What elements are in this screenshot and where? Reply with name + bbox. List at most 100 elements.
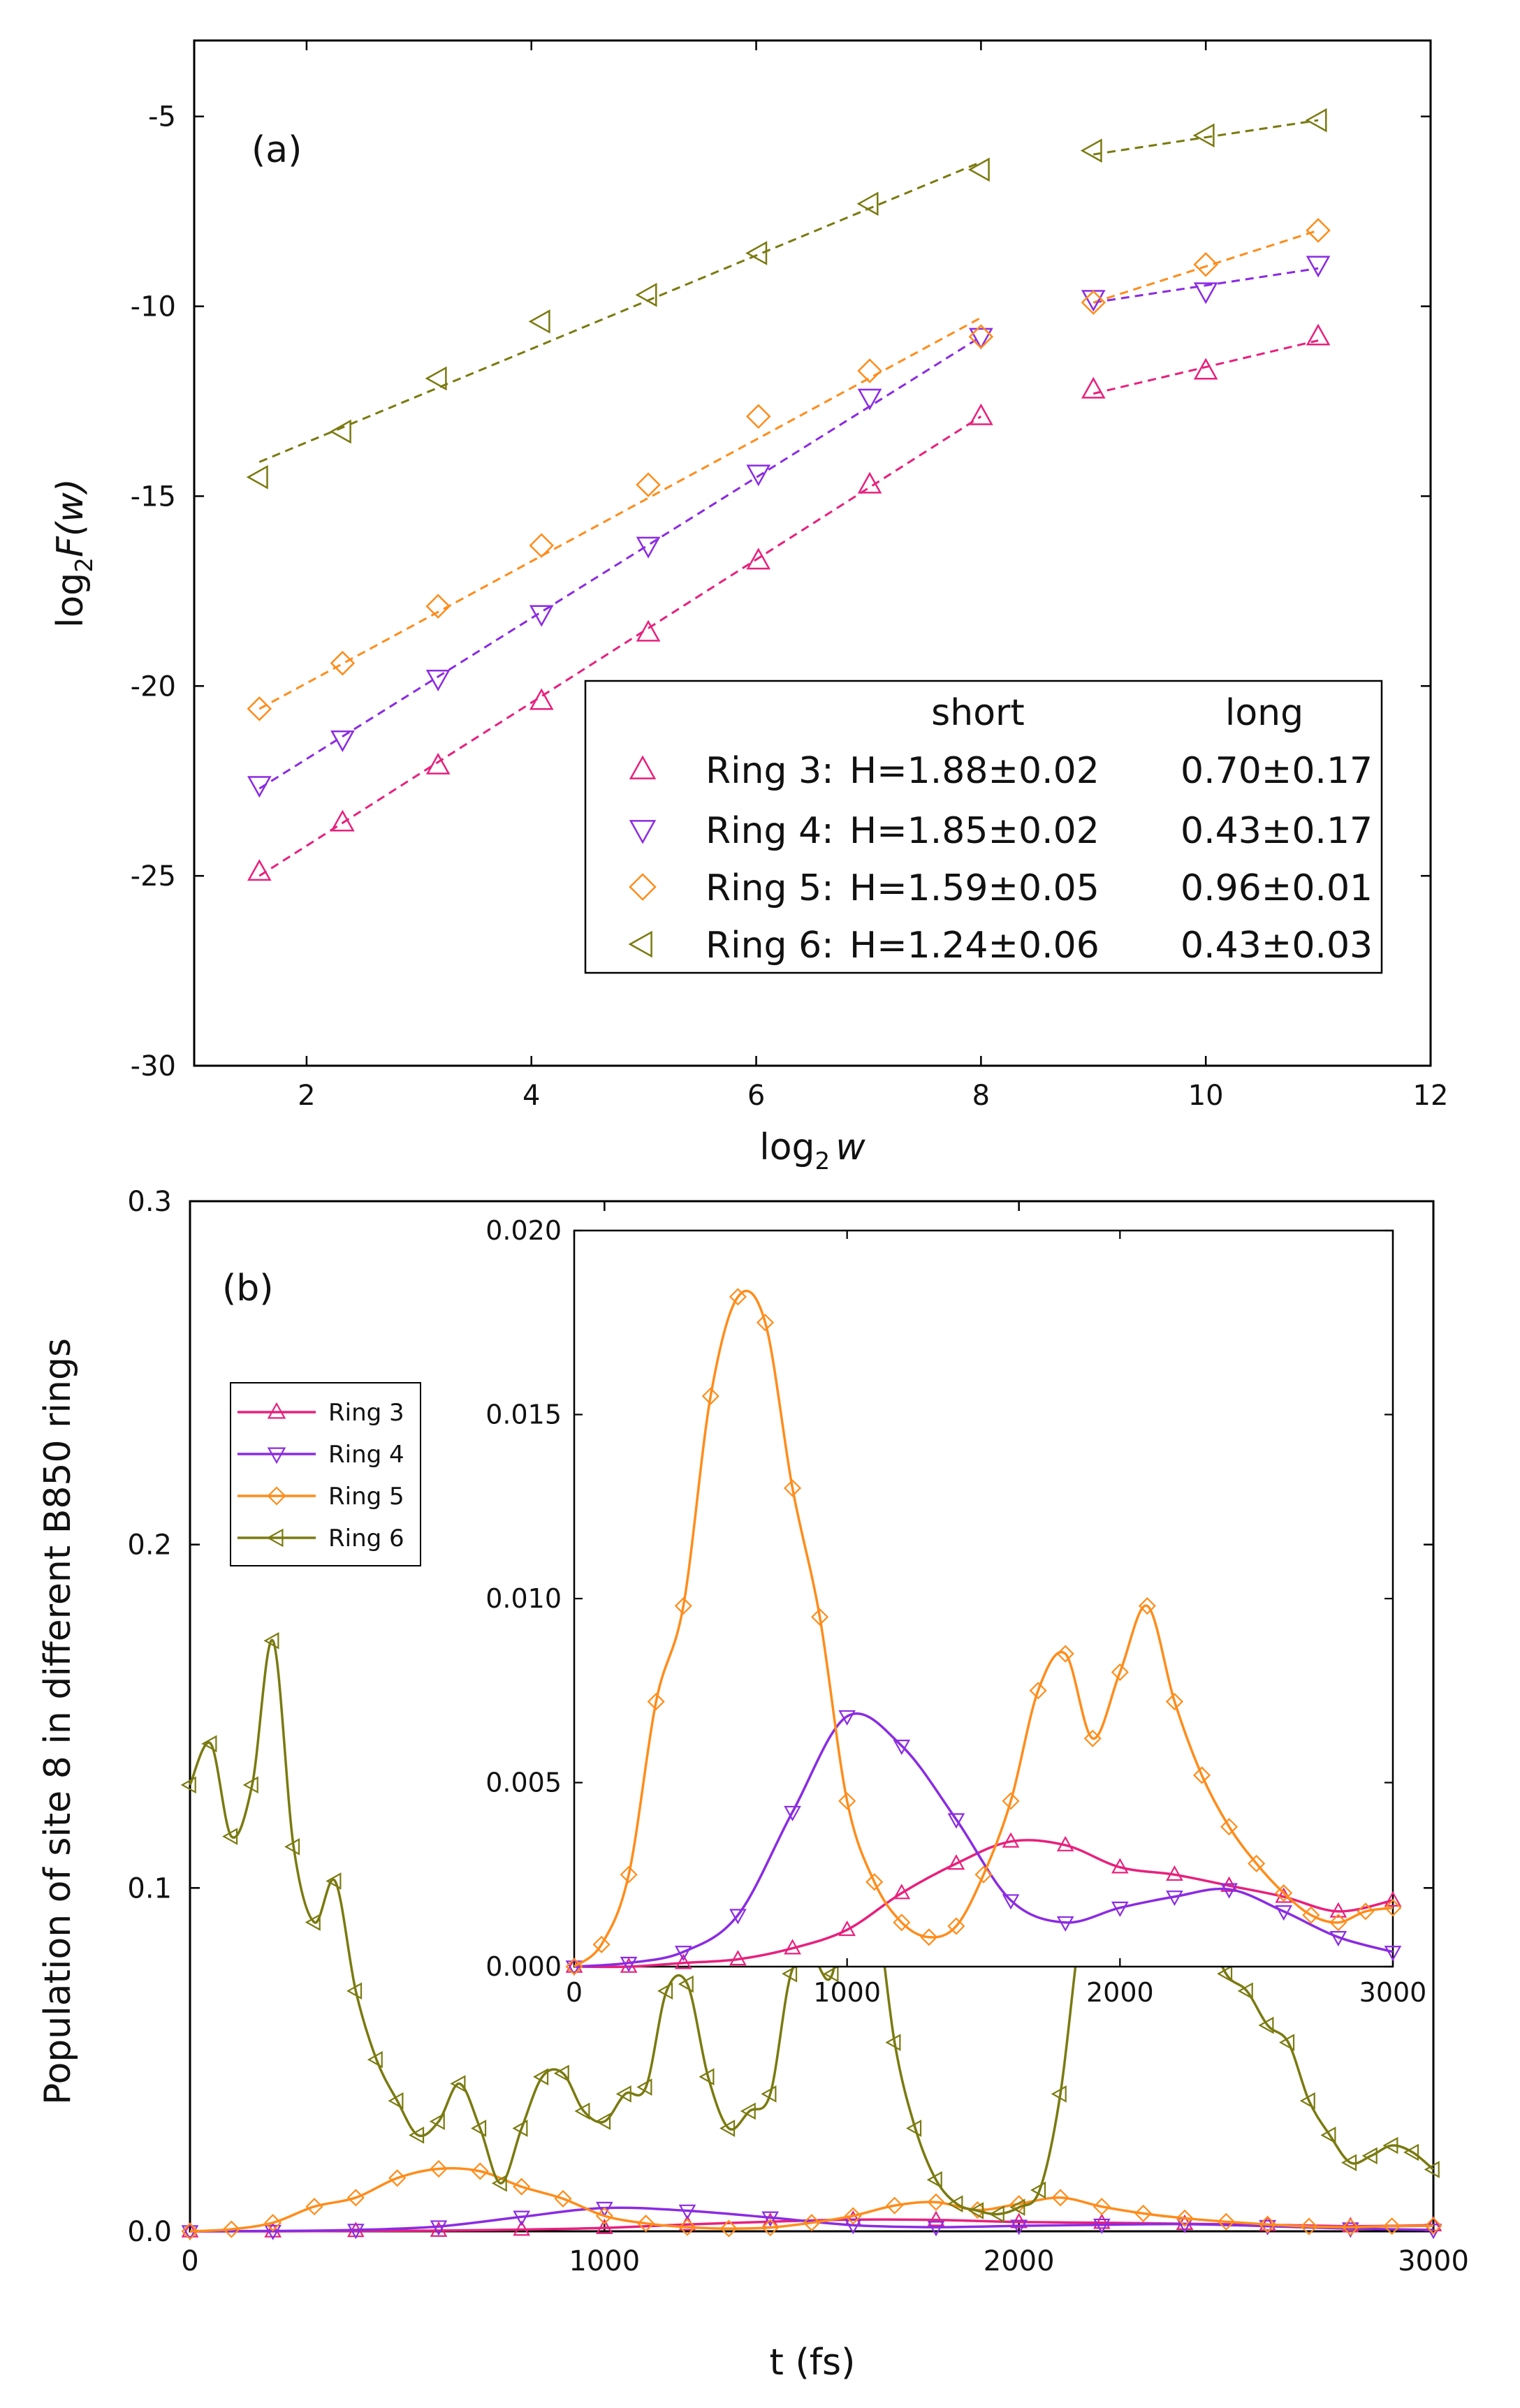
data-point-ring-6	[947, 2195, 963, 2212]
data-point-ring-6	[180, 1776, 196, 1794]
data-point-ring-5	[513, 2178, 531, 2196]
data-point-ring-5	[1306, 218, 1331, 243]
x-tick-label: 3000	[1398, 2245, 1469, 2277]
x-tick-label: 0	[181, 2245, 198, 2277]
data-point-ring-6	[988, 2205, 1004, 2223]
data-point-ring-3	[1342, 2217, 1359, 2233]
data-point-ring-3	[893, 1884, 911, 1900]
data-point-ring-3	[636, 619, 661, 642]
data-point-ring-5	[1220, 1818, 1238, 1836]
x-tick-label: 1000	[569, 2245, 640, 2277]
data-point-ring-4	[620, 1956, 638, 1972]
data-point-ring-5	[857, 358, 882, 383]
data-point-ring-5	[1192, 1766, 1211, 1784]
data-point-ring-6	[512, 2120, 528, 2137]
data-point-ring-5	[865, 1873, 884, 1891]
data-point-ring-6	[745, 241, 768, 265]
data-point-ring-5	[783, 1479, 802, 1497]
data-point-ring-5	[388, 2169, 407, 2187]
data-point-ring-5	[674, 1596, 692, 1615]
data-point-ring-6	[595, 2113, 611, 2130]
data-point-ring-3	[1081, 376, 1106, 399]
data-point-ring-6	[528, 309, 550, 334]
data-point-ring-5	[222, 2220, 240, 2238]
data-point-ring-5	[1424, 2217, 1442, 2235]
data-point-ring-6	[1258, 2016, 1274, 2034]
data-point-ring-3	[927, 2210, 945, 2226]
inset-y-tick-label: 0.015	[485, 1400, 562, 1430]
fit-line-short-ring-5	[258, 316, 982, 710]
data-point-ring-5	[729, 1288, 747, 1306]
data-point-ring-5	[838, 1792, 856, 1810]
data-point-ring-6	[615, 2085, 631, 2103]
data-point-ring-6	[1341, 2154, 1357, 2171]
data-point-ring-5	[305, 2198, 323, 2216]
data-point-ring-5	[647, 1693, 665, 1711]
data-point-ring-5	[719, 2219, 738, 2238]
data-point-ring-3	[247, 859, 272, 881]
inset-y-tick-label: 0.005	[485, 1768, 562, 1798]
legend-symbol-ring-3	[629, 755, 657, 779]
series-line-ring-5	[573, 1289, 1394, 1968]
legend-row-ring-5: Ring 5: H=1.59±0.05 0.96±0.01	[629, 867, 1373, 909]
data-point-ring-4	[425, 669, 451, 691]
inset-frame	[573, 1229, 1394, 1968]
panel-a-frame	[193, 39, 1432, 1067]
data-point-ring-3	[330, 809, 355, 832]
data-point-ring-4	[1329, 1931, 1347, 1947]
legend-label-ring-3: Ring 3:	[706, 750, 834, 792]
data-point-ring-4	[1220, 1883, 1238, 1899]
data-point-ring-6	[533, 2068, 549, 2086]
data-point-ring-5	[701, 1387, 719, 1405]
data-point-ring-6	[1403, 2143, 1419, 2161]
y-tick-label: -5	[148, 101, 176, 133]
legend-header-long: long	[1225, 692, 1303, 734]
data-point-ring-6	[242, 1776, 258, 1794]
data-point-ring-5	[927, 2193, 945, 2211]
data-point-ring-6	[388, 2092, 404, 2110]
data-point-ring-5	[1056, 1645, 1074, 1663]
data-point-ring-3	[1329, 1902, 1347, 1918]
legend-long-ring-4: 0.43±0.17	[1181, 810, 1373, 852]
legend-h-ring-3: H=1.88±0.02	[849, 750, 1099, 792]
legend-long-ring-3: 0.70±0.17	[1181, 750, 1373, 792]
panel-b: 0 1000 2000 3000 0.0 0.1 0.2 0.3 (b) t (fs) Pop…	[37, 1186, 1469, 2384]
data-point-ring-3	[513, 2220, 530, 2236]
legend-label-ring-6: Ring 6:	[706, 925, 834, 967]
data-point-ring-6	[1237, 1982, 1253, 2000]
fit-line-long-ring-5	[1092, 229, 1319, 304]
data-point-ring-5	[620, 1865, 638, 1884]
legend-b-symbol-ring-6	[266, 1528, 284, 1548]
data-point-ring-5	[947, 1917, 965, 1935]
data-point-ring-6	[329, 419, 351, 444]
data-point-ring-6	[491, 2174, 507, 2192]
data-point-ring-6	[450, 2075, 466, 2092]
panel-a-legend-box	[584, 680, 1383, 974]
y-tick-label: 0.0	[127, 2216, 172, 2248]
legend-b-ring-6: Ring 6	[238, 1525, 404, 1552]
data-point-ring-5	[745, 404, 771, 430]
data-point-ring-4	[264, 2224, 282, 2240]
panel-b-legend: Ring 3 Ring 4 Ring 5 Ring 6	[230, 1382, 421, 1566]
data-point-ring-5	[1341, 2218, 1359, 2236]
data-point-ring-3	[1384, 1891, 1402, 1907]
panel-a-legend: short long Ring 3: H=1.88±0.02 0.70±0.17…	[584, 680, 1383, 974]
data-point-ring-5	[1217, 2212, 1235, 2231]
data-point-ring-4	[1002, 1894, 1020, 1910]
data-point-ring-5	[1248, 1854, 1266, 1872]
data-point-ring-5	[430, 2159, 448, 2178]
panel-b-y-axis-label: Population of site 8 in different B850 r…	[37, 1338, 79, 2105]
data-point-ring-4	[1010, 2219, 1028, 2236]
data-point-ring-6	[1009, 2198, 1025, 2216]
data-point-ring-6	[926, 2171, 942, 2189]
data-point-ring-5	[346, 2189, 365, 2207]
data-point-ring-5	[330, 650, 356, 676]
data-point-ring-5	[678, 2218, 696, 2236]
legend-row-ring-3: Ring 3: H=1.88±0.02 0.70±0.17	[629, 750, 1373, 792]
data-point-ring-4	[838, 1710, 856, 1726]
data-point-ring-4	[1111, 1901, 1129, 1917]
data-point-ring-5	[920, 1928, 938, 1946]
data-point-ring-4	[969, 328, 993, 350]
data-point-ring-6	[856, 191, 879, 216]
